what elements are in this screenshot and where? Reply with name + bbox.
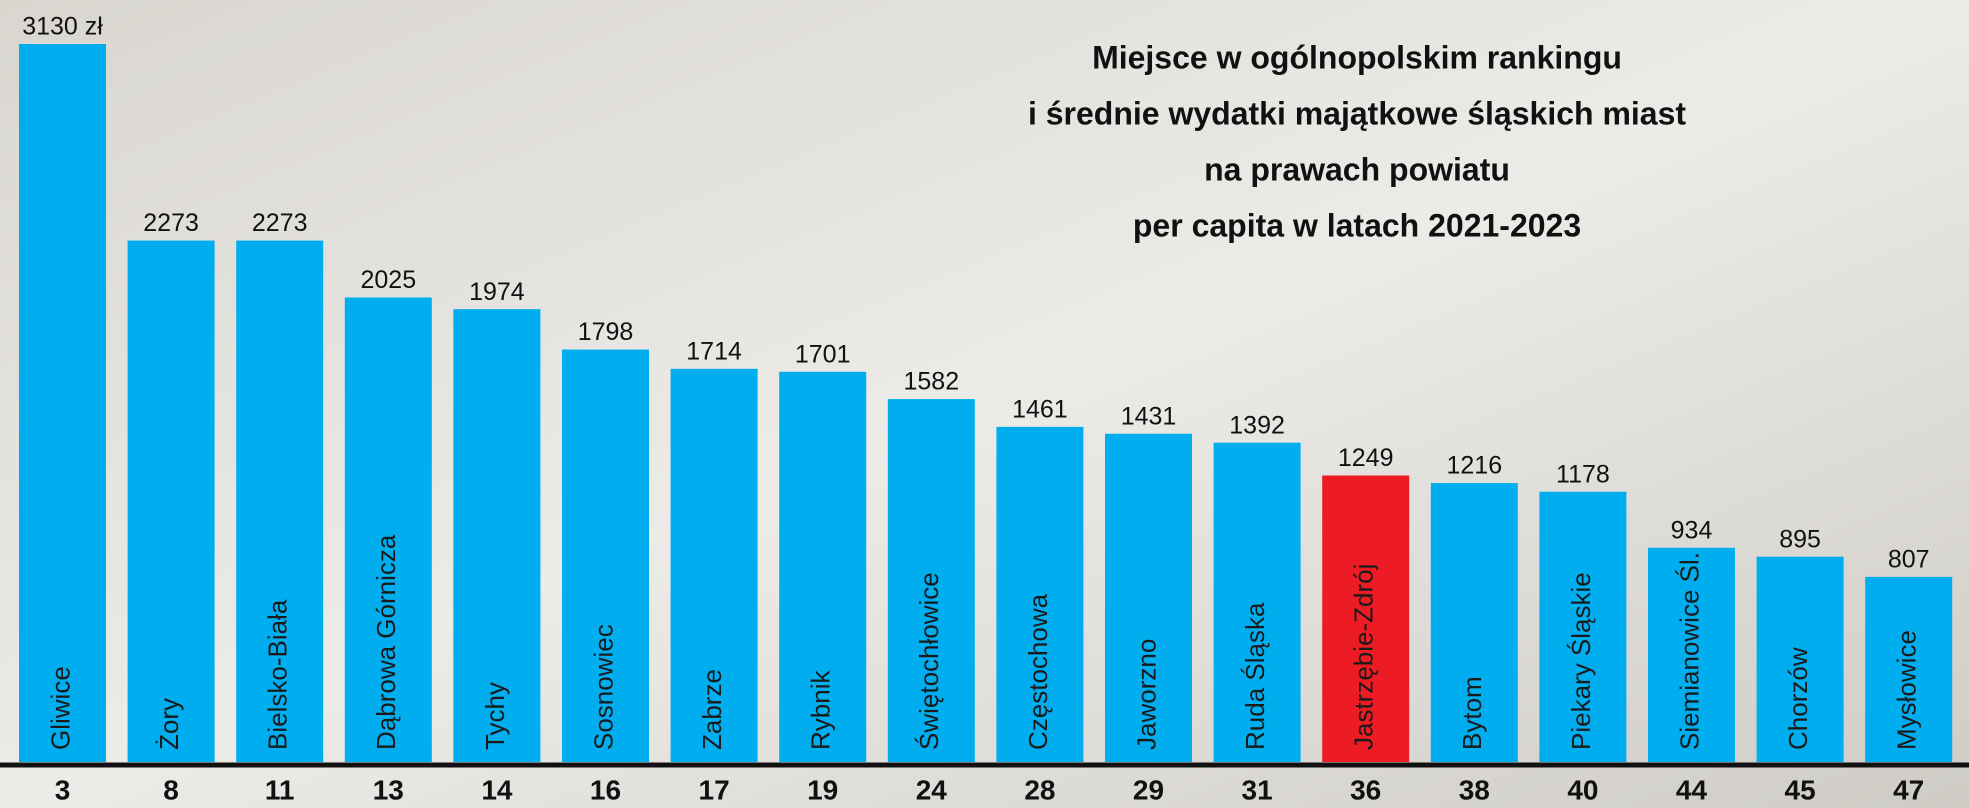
value-label: 2273 (252, 209, 308, 237)
rank-label: 44 (1676, 774, 1708, 805)
value-label: 1582 (903, 368, 959, 396)
value-label: 895 (1779, 525, 1821, 553)
category-label: Bytom (1457, 676, 1487, 750)
value-label: 1798 (578, 318, 634, 346)
rank-label: 13 (373, 774, 404, 805)
chart-title: i średnie wydatki majątkowe śląskich mia… (1028, 95, 1686, 131)
category-label: Piekary Śląskie (1566, 572, 1596, 750)
rank-label: 16 (590, 774, 621, 805)
rank-label: 11 (265, 774, 295, 805)
category-label: Jaworzno (1131, 639, 1161, 750)
category-label: Świętochłowice (914, 572, 944, 750)
category-label: Mysłowice (1892, 630, 1922, 750)
rank-label: 14 (481, 774, 513, 805)
value-label: 1249 (1338, 444, 1394, 472)
rank-label: 40 (1567, 774, 1598, 805)
value-label: 2025 (360, 266, 416, 294)
chart-title: Miejsce w ogólnopolskim rankingu (1092, 39, 1622, 75)
rank-label: 47 (1893, 774, 1924, 805)
rank-label: 24 (916, 774, 948, 805)
value-label: 1461 (1012, 395, 1068, 423)
rank-label: 31 (1242, 774, 1273, 805)
rank-label: 38 (1459, 774, 1490, 805)
rank-label: 17 (699, 774, 730, 805)
bar (19, 44, 106, 762)
category-label: Siemianowice Śl. (1674, 552, 1704, 750)
chart-title: na prawach powiatu (1204, 151, 1510, 187)
rank-label: 3 (55, 774, 71, 805)
value-label: 1974 (469, 278, 525, 306)
category-label: Żory (154, 698, 184, 750)
category-label: Dąbrowa Górnicza (371, 534, 401, 750)
value-label: 1392 (1229, 411, 1285, 439)
value-label: 3130 zł (22, 13, 103, 41)
value-label: 934 (1671, 516, 1713, 544)
category-label: Chorzów (1783, 647, 1813, 750)
value-label: 807 (1888, 545, 1930, 573)
category-label: Ruda Śląska (1240, 602, 1270, 750)
rank-label: 29 (1133, 774, 1164, 805)
category-label: Tychy (480, 682, 510, 750)
rank-label: 19 (807, 774, 838, 805)
chart: Miejsce w ogólnopolskim rankingu i średni… (0, 0, 1969, 808)
value-label: 1178 (1556, 460, 1610, 488)
value-label: 1714 (686, 337, 742, 365)
category-label: Zabrze (697, 669, 727, 750)
chart-title: per capita w latach 2021-2023 (1133, 207, 1581, 243)
category-label: Sosnowiec (588, 624, 618, 750)
value-label: 2273 (143, 209, 199, 237)
value-label: 1701 (795, 340, 851, 368)
category-label: Gliwice (45, 666, 75, 750)
rank-label: 45 (1785, 774, 1816, 805)
category-label: Bielsko-Biała (263, 599, 293, 750)
bar (128, 241, 215, 762)
category-label: Rybnik (806, 670, 836, 750)
rank-label: 8 (163, 774, 179, 805)
rank-label: 36 (1350, 774, 1381, 805)
category-label: Jastrzębie-Zdrój (1349, 564, 1379, 750)
rank-label: 28 (1024, 774, 1055, 805)
value-label: 1431 (1121, 402, 1177, 430)
value-label: 1216 (1446, 452, 1502, 480)
category-label: Częstochowa (1023, 593, 1053, 750)
